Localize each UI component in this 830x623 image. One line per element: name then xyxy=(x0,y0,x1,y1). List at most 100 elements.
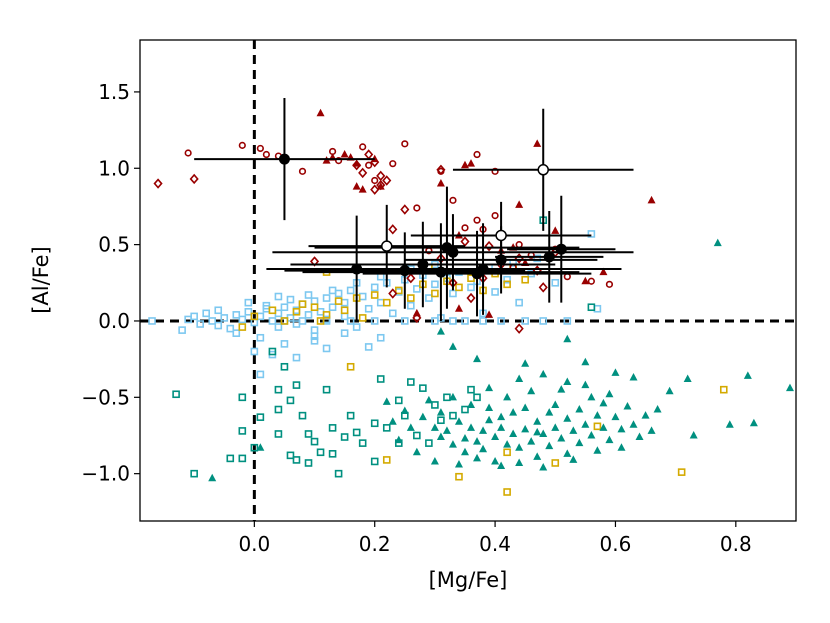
data-point xyxy=(431,401,439,409)
data-point xyxy=(581,276,590,285)
data-point xyxy=(232,311,241,319)
data-point xyxy=(352,159,361,167)
data-point xyxy=(563,449,572,457)
data-point xyxy=(214,321,223,330)
data-point xyxy=(569,455,578,463)
data-point xyxy=(503,392,512,401)
y-tick-label: −1.0 xyxy=(81,462,130,486)
data-point xyxy=(497,317,505,325)
data-point xyxy=(412,447,421,456)
data-point xyxy=(436,432,445,441)
data-point xyxy=(491,167,499,175)
data-point xyxy=(514,323,524,334)
data-point xyxy=(551,459,560,467)
data-point xyxy=(262,150,270,159)
data-point xyxy=(425,294,433,302)
data-point xyxy=(238,454,247,463)
x-tick-label: 0.2 xyxy=(359,532,391,556)
data-point xyxy=(358,439,367,447)
data-point xyxy=(521,359,530,367)
data-point xyxy=(436,408,445,416)
data-point xyxy=(406,272,416,284)
data-point xyxy=(454,417,463,425)
data-point xyxy=(551,278,560,287)
data-point xyxy=(503,280,511,289)
data-point xyxy=(394,396,403,405)
data-point xyxy=(581,380,590,389)
data-point xyxy=(256,413,265,421)
data-point xyxy=(190,312,198,321)
data-point xyxy=(376,333,385,342)
data-point xyxy=(455,472,463,481)
data-point xyxy=(467,423,476,431)
data-point xyxy=(575,438,584,447)
data-point xyxy=(358,185,367,193)
data-point xyxy=(509,429,518,437)
data-point xyxy=(527,437,536,445)
data-point xyxy=(665,386,674,395)
data-point xyxy=(394,439,403,447)
data-point xyxy=(340,306,349,315)
data-point xyxy=(244,308,253,316)
data-point xyxy=(346,317,355,325)
data-point xyxy=(448,392,457,401)
data-point xyxy=(460,434,469,442)
data-point xyxy=(274,385,283,394)
data-point xyxy=(436,179,445,187)
x-axis: 0.0 0.2 0.4 0.6 0.8 xyxy=(238,521,752,556)
data-point xyxy=(280,317,289,325)
data-point xyxy=(719,385,728,394)
data-point xyxy=(153,178,163,189)
data-point xyxy=(382,456,391,464)
data-point xyxy=(365,161,373,169)
data-point xyxy=(419,384,427,392)
data-point xyxy=(538,282,548,293)
data-point xyxy=(581,357,590,366)
data-point xyxy=(460,160,469,169)
data-point xyxy=(214,306,223,315)
data-point xyxy=(593,446,602,454)
data-point xyxy=(479,317,487,325)
series-8 xyxy=(308,108,634,288)
x-tick-label: 0.8 xyxy=(720,532,752,556)
data-point xyxy=(449,289,457,298)
data-point xyxy=(388,417,397,425)
data-point xyxy=(623,401,632,410)
data-point xyxy=(605,435,614,444)
data-point xyxy=(467,283,475,292)
data-point xyxy=(328,286,337,295)
data-point xyxy=(389,160,397,168)
data-point xyxy=(304,311,313,319)
data-point xyxy=(304,291,313,299)
plot-area xyxy=(148,98,794,496)
data-point xyxy=(226,324,235,333)
data-point xyxy=(274,430,283,438)
data-point xyxy=(370,457,379,466)
data-point xyxy=(473,453,482,462)
data-point xyxy=(431,289,439,298)
data-point xyxy=(316,448,325,457)
series-2 xyxy=(208,238,794,482)
y-tick-label: 0.0 xyxy=(98,309,130,333)
data-point xyxy=(322,294,331,302)
data-point xyxy=(346,362,355,371)
data-point xyxy=(533,417,542,425)
data-point xyxy=(382,397,391,405)
data-point xyxy=(683,374,692,382)
data-point xyxy=(460,447,469,456)
data-point xyxy=(515,374,524,382)
x-tick-label: 0.6 xyxy=(600,532,632,556)
data-point xyxy=(370,317,379,325)
data-point xyxy=(587,277,595,285)
data-point xyxy=(244,298,253,307)
data-point xyxy=(382,175,392,186)
data-point xyxy=(515,200,524,208)
data-point xyxy=(340,433,349,441)
data-point xyxy=(352,182,361,190)
data-point xyxy=(563,317,572,325)
data-point xyxy=(436,164,446,176)
data-point xyxy=(381,240,393,252)
data-point xyxy=(617,424,626,433)
data-point xyxy=(503,275,511,284)
data-point xyxy=(551,226,560,234)
